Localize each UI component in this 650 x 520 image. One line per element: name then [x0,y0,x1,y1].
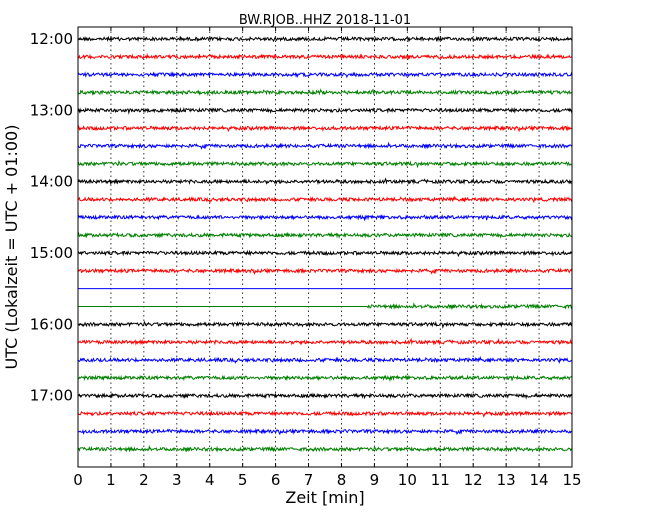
x-axis-ticks: 0 1 2 3 4 5 6 7 8 9 10 11 12 13 14 15 [73,27,582,489]
x-tick-label: 2 [139,471,149,489]
y-axis-label: UTC (Lokalzeit = UTC + 01:00) [2,125,21,370]
trace-line [77,427,573,436]
trace-line [77,249,573,258]
grid-lines [110,27,540,467]
trace-line [77,71,573,79]
trace-line [77,195,573,204]
y-tick-label: 13:00 [30,101,73,119]
trace-line [77,52,573,60]
plot-frame [77,26,573,468]
trace-line [77,177,573,186]
trace-line [77,160,573,169]
x-tick-label: 4 [205,471,215,489]
trace-line [78,302,573,310]
seismogram-traces [77,35,573,453]
chart-title: BW.RJOB..HHZ 2018-11-01 [239,13,411,28]
trace-line [77,88,573,97]
y-tick-label: 15:00 [30,244,73,262]
x-tick-label: 3 [172,471,182,489]
x-tick-label: 0 [73,471,83,489]
trace-line [77,141,573,150]
x-tick-label: 9 [370,471,380,489]
x-tick-label: 13 [497,471,516,489]
y-tick-label: 14:00 [30,173,73,191]
x-tick-label: 15 [562,471,581,489]
trace-line [77,231,573,239]
x-tick-label: 12 [464,471,483,489]
x-tick-label: 5 [238,471,248,489]
x-tick-label: 7 [304,471,314,489]
y-tick-label: 16:00 [30,315,73,333]
trace-line [77,267,573,275]
trace-line [77,124,573,133]
x-tick-label: 10 [398,471,417,489]
trace-line [77,337,573,346]
y-tick-label: 17:00 [30,387,73,405]
trace-line [77,374,573,383]
trace-line [77,355,573,364]
trace-line [77,444,573,453]
x-tick-label: 6 [271,471,281,489]
x-axis-label: Zeit [min] [285,488,364,507]
trace-line [77,106,573,115]
trace-line [77,35,572,43]
x-tick-label: 1 [106,471,116,489]
trace-line [77,392,573,400]
trace-line [77,214,573,222]
x-tick-label: 14 [530,471,549,489]
trace-line [77,409,573,418]
trace-line [77,320,573,329]
x-tick-label: 11 [431,471,450,489]
y-tick-label: 12:00 [30,30,73,48]
x-tick-label: 8 [337,471,347,489]
y-axis-ticks: 12:00 13:00 14:00 15:00 16:00 17:00 [30,30,572,405]
